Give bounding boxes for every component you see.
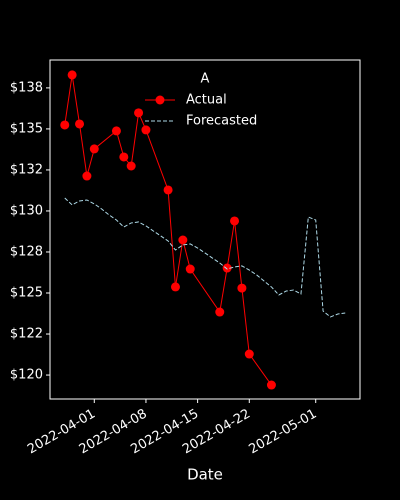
point	[67, 70, 77, 80]
y-tick-label: $130	[10, 203, 43, 218]
point	[230, 216, 240, 226]
point	[141, 125, 151, 135]
point	[266, 380, 276, 390]
point	[119, 152, 129, 162]
legend-label: Actual	[186, 93, 227, 108]
legend-title: A	[201, 72, 210, 87]
point	[185, 264, 195, 274]
y-tick-label: $135	[10, 121, 43, 136]
y-tick-label: $132	[10, 162, 43, 177]
x-axis-label: Date	[187, 466, 223, 484]
point	[215, 307, 225, 317]
series-line	[64, 197, 346, 318]
point	[134, 108, 144, 118]
point	[178, 235, 188, 245]
y-tick-label: $128	[10, 244, 43, 259]
legend-marker	[155, 95, 165, 105]
point	[75, 119, 85, 129]
point	[170, 282, 180, 292]
y-tick-label: $138	[10, 80, 43, 95]
point	[126, 161, 136, 171]
y-tick-label: $122	[10, 327, 43, 342]
y-tick-label: $120	[10, 368, 43, 383]
y-tick-label: $125	[10, 286, 43, 301]
legend-label: Forecasted	[186, 114, 257, 129]
point	[163, 185, 173, 195]
series-line	[64, 74, 272, 386]
point	[89, 144, 99, 154]
point	[244, 349, 254, 359]
point	[237, 283, 247, 293]
point	[111, 126, 121, 136]
point	[82, 171, 92, 181]
plot-frame	[49, 59, 361, 400]
point	[222, 263, 232, 273]
point	[60, 120, 70, 130]
